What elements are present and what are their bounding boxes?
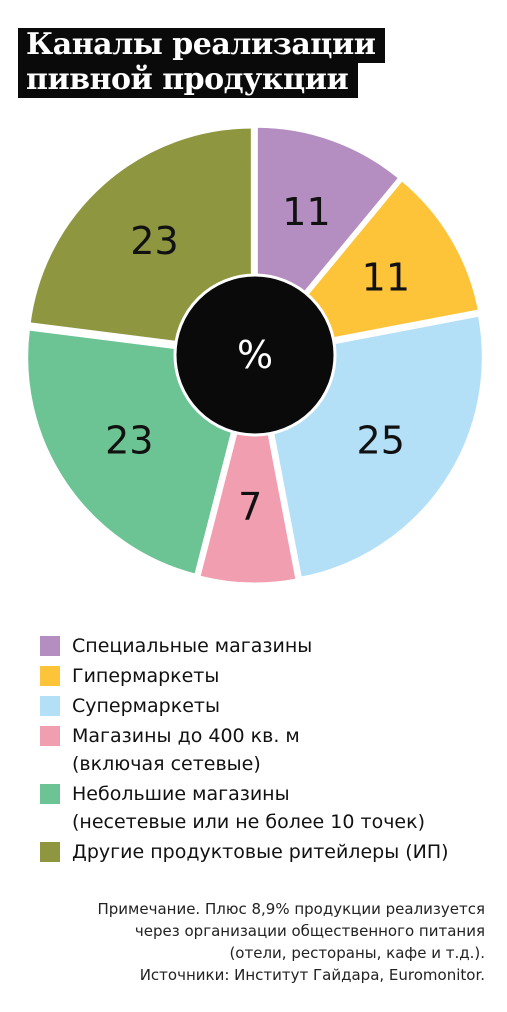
legend-item-other-retailers: Другие продуктовые ритейлеры (ИП) bbox=[40, 838, 449, 866]
note-line: Примечание. Плюс 8,9% продукции реализуе… bbox=[97, 900, 485, 918]
legend-item-supermarkets: Супермаркеты bbox=[40, 692, 449, 720]
chart-title: Каналы реализации пивной продукции bbox=[18, 28, 386, 98]
legend-item-special-stores: Специальные магазины bbox=[40, 632, 449, 660]
slice-value-label: 11 bbox=[282, 190, 330, 234]
note-line: через организации общественного питания bbox=[134, 922, 485, 940]
chart-title-line-2: пивной продукции bbox=[18, 63, 359, 98]
legend-label: Небольшие магазины bbox=[72, 783, 290, 805]
legend: Специальные магазины Гипермаркеты Суперм… bbox=[40, 632, 449, 868]
pie-chart: 11 11 25 7 23 23% bbox=[25, 124, 485, 586]
note-line: (отели, рестораны, кафе и т.д.). bbox=[229, 944, 485, 962]
legend-swatch bbox=[40, 726, 60, 746]
donut-center bbox=[173, 273, 337, 437]
legend-label-sub: (включая сетевые) bbox=[72, 753, 261, 775]
slice-small-area-stores bbox=[197, 358, 299, 586]
legend-label: Другие продуктовые ритейлеры (ИП) bbox=[72, 841, 449, 863]
legend-label: Супермаркеты bbox=[72, 695, 220, 717]
slice-other-retailers bbox=[27, 125, 254, 354]
legend-swatch bbox=[40, 784, 60, 804]
slice-value-label: 7 bbox=[238, 485, 262, 529]
slice-value-label: 11 bbox=[362, 256, 410, 300]
legend-label: Специальные магазины bbox=[72, 635, 313, 657]
chart-title-line-1: Каналы реализации bbox=[18, 28, 386, 63]
legend-swatch bbox=[40, 636, 60, 656]
legend-label-sub: (несетевые или не более 10 точек) bbox=[72, 811, 425, 833]
legend-swatch bbox=[40, 696, 60, 716]
slice-value-label: 25 bbox=[357, 418, 405, 462]
slice-value-label: 23 bbox=[105, 418, 153, 462]
legend-swatch bbox=[40, 842, 60, 862]
legend-item-small-stores: Небольшие магазины (несетевые или не бол… bbox=[40, 780, 449, 836]
legend-label: Магазины до 400 кв. м bbox=[72, 725, 300, 747]
slice-value-label: 23 bbox=[130, 219, 178, 263]
note-line: Источники: Институт Гайдара, Euromonitor… bbox=[139, 966, 485, 984]
center-label: % bbox=[237, 333, 273, 377]
source-note: Примечание. Плюс 8,9% продукции реализуе… bbox=[97, 898, 485, 986]
legend-swatch bbox=[40, 666, 60, 686]
legend-item-hypermarkets: Гипермаркеты bbox=[40, 662, 449, 690]
legend-item-small-area-stores: Магазины до 400 кв. м (включая сетевые) bbox=[40, 722, 449, 778]
legend-label: Гипермаркеты bbox=[72, 665, 220, 687]
